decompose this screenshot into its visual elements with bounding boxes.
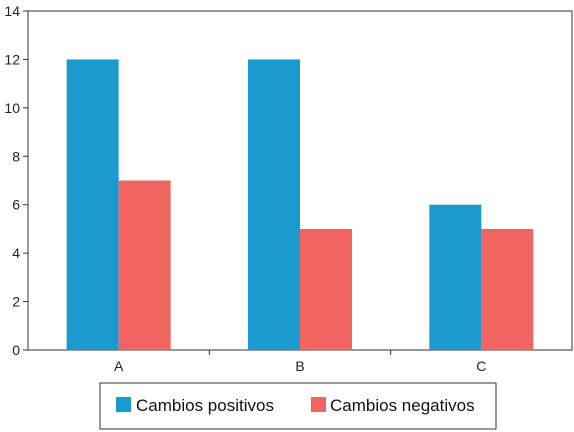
bar-positive-c — [429, 204, 482, 350]
bar-negative-a — [118, 180, 171, 350]
y-tick-label: 8 — [12, 148, 20, 164]
legend-label-positive: Cambios positivos — [136, 396, 274, 415]
y-tick-label: 14 — [4, 3, 20, 19]
bar-positive-b — [248, 59, 300, 351]
legend-swatch-positive — [116, 397, 131, 412]
x-tick-label: A — [114, 358, 124, 374]
y-tick-label: 4 — [12, 245, 20, 261]
legend-label-negative: Cambios negativos — [330, 396, 475, 415]
y-tick-label: 12 — [4, 51, 20, 67]
plot-area: 0 2 4 6 8 10 12 14 A B C — [4, 3, 573, 374]
x-tick-label: C — [476, 358, 486, 374]
bar-negative-b — [300, 228, 352, 350]
legend-swatch-negative — [311, 397, 326, 412]
y-tick-label: 10 — [4, 100, 20, 116]
x-tick-label: B — [295, 358, 304, 374]
legend: Cambios positivos Cambios negativos — [99, 382, 497, 430]
y-tick-label: 6 — [12, 197, 20, 213]
bar-positive-a — [66, 59, 119, 351]
y-tick-label: 2 — [12, 294, 20, 310]
legend-box — [99, 382, 497, 430]
bar-negative-c — [481, 228, 534, 350]
y-tick-label: 0 — [12, 342, 20, 358]
